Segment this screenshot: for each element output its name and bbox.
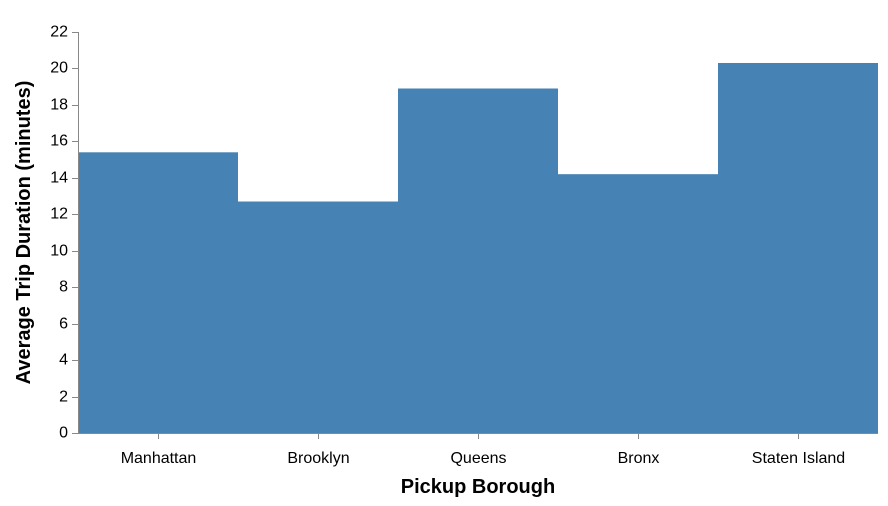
x-tick-label: Brooklyn [287,450,349,467]
y-tick-label: 0 [59,425,68,442]
y-tick-label: 8 [59,279,68,296]
y-axis: 0 2 4 6 8 10 12 14 16 18 20 22 [50,24,78,442]
bar-queens [398,89,558,433]
x-tick-label: Staten Island [752,450,845,467]
y-tick-label: 18 [50,97,68,114]
y-axis-title: Average Trip Duration (minutes) [13,81,35,385]
x-tick-label: Queens [450,450,506,467]
x-axis-title: Pickup Borough [401,476,555,498]
x-tick-label: Manhattan [121,450,197,467]
bar-manhattan [78,152,238,433]
bar-brooklyn [238,202,398,433]
bars-layer [78,63,878,433]
y-tick-label: 6 [59,316,68,333]
y-tick-label: 16 [50,133,68,150]
y-tick-label: 2 [59,389,68,406]
y-tick-label: 20 [50,60,68,77]
y-tick-label: 10 [50,243,68,260]
x-axis: Manhattan Brooklyn Queens Bronx Staten Islan… [78,433,878,467]
bar-bronx [558,174,718,433]
y-tick-label: 14 [50,170,68,187]
x-tick-label: Bronx [618,450,660,467]
y-tick-label: 4 [59,352,68,369]
y-tick-label: 12 [50,206,68,223]
bar-staten-island [718,63,878,433]
y-tick-label: 22 [50,24,68,41]
